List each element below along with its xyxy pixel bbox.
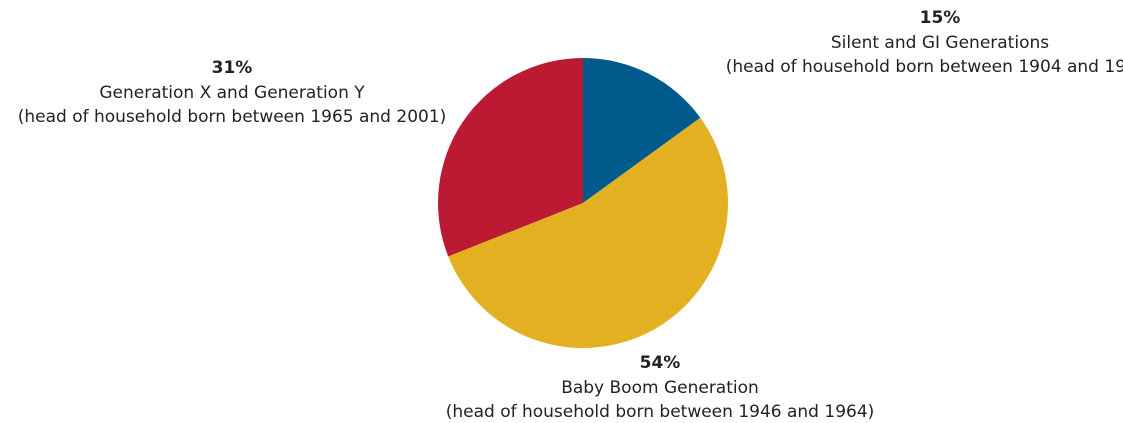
slice-description: (head of household born between 1965 and… — [18, 107, 447, 127]
slice-description: (head of household born between 1946 and… — [446, 402, 875, 422]
pie-slice — [583, 58, 701, 203]
slice-value-label: 54% — [640, 353, 681, 373]
slice-description: (head of household born between 1904 and… — [726, 57, 1123, 77]
slice-value-label: 15% — [920, 8, 961, 28]
slice-label: Generation X and Generation Y — [99, 83, 365, 103]
slice-label: Baby Boom Generation — [561, 378, 759, 398]
pie-slice — [448, 117, 729, 349]
slice-label: Silent and GI Generations — [831, 33, 1049, 53]
slice-value-label: 31% — [212, 58, 253, 78]
pie-slice — [437, 58, 583, 257]
